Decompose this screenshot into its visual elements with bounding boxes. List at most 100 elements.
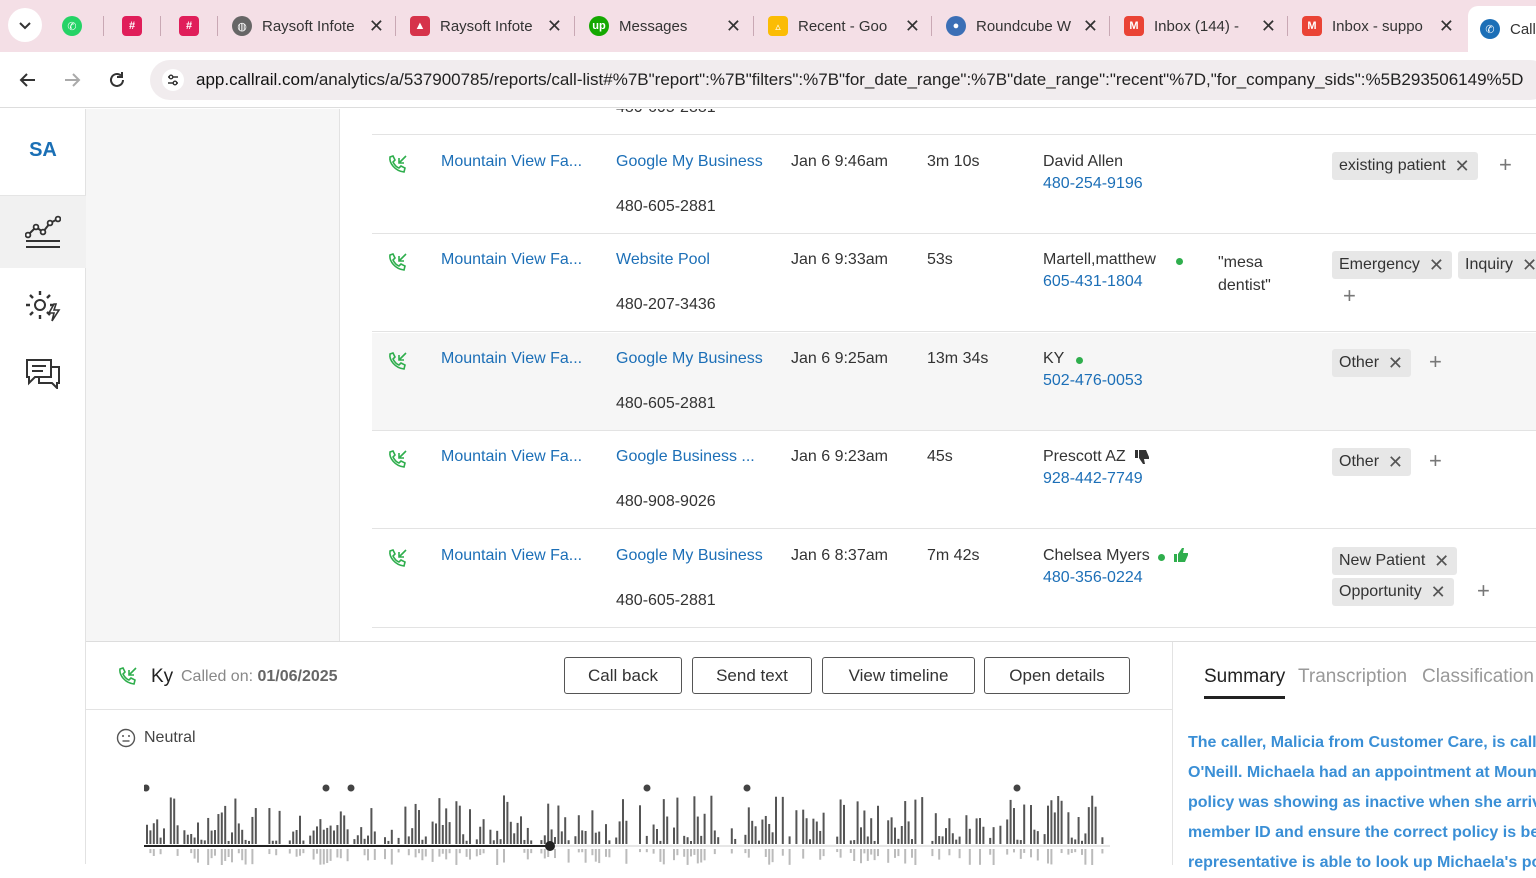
waveform-bar (431, 821, 434, 844)
caller-phone[interactable]: 480-254-9196 (1043, 175, 1143, 192)
tab-transcription[interactable]: Transcription (1298, 666, 1408, 687)
waveform-bar (897, 849, 900, 857)
nav-settings[interactable] (0, 269, 86, 341)
add-tag-button[interactable]: + (1343, 283, 1356, 308)
analytics-icon (25, 215, 61, 248)
waveform-bar (598, 849, 601, 864)
close-icon[interactable]: ✕ (1454, 156, 1470, 176)
waveform-bar (948, 849, 951, 856)
waveform-bar (1036, 849, 1039, 861)
back-button[interactable] (10, 62, 46, 98)
tab-google-drive[interactable]: ▵ Recent - Goo ✕ (768, 8, 920, 44)
tab-gmail-2[interactable]: M Inbox - suppo ✕ (1302, 8, 1454, 44)
caller-phone[interactable]: 480-356-0224 (1043, 569, 1143, 586)
waveform-bar (1077, 817, 1080, 844)
close-icon[interactable]: ✕ (1430, 582, 1446, 602)
speaker-marker (322, 784, 330, 792)
tab-raysoft-1[interactable]: ◍ Raysoft Infote ✕ (232, 8, 384, 44)
tab-messages[interactable]: up Messages ✕ (589, 8, 741, 44)
slack-icon: # (122, 16, 142, 36)
waveform-bar (819, 849, 822, 860)
waveform-bar (1047, 805, 1049, 844)
close-icon[interactable]: ✕ (1438, 15, 1454, 36)
add-tag-button[interactable]: + (1429, 349, 1442, 374)
company-link[interactable]: Mountain View Fa... (441, 251, 583, 268)
add-tag-button[interactable]: + (1477, 578, 1490, 603)
nav-conversations[interactable] (0, 337, 86, 409)
source-link[interactable]: Google My Business (616, 153, 763, 170)
tab-classification[interactable]: Classification (1422, 666, 1534, 687)
company-link[interactable]: Mountain View Fa... (441, 350, 583, 367)
keyword: "mesa dentist" (1218, 254, 1271, 294)
reload-button[interactable] (99, 62, 135, 98)
table-row[interactable]: Mountain View Fa... Google Business ... … (372, 431, 1536, 529)
caller-phone[interactable]: 928-442-7749 (1043, 470, 1143, 487)
close-icon[interactable]: ✕ (1434, 551, 1450, 571)
address-bar[interactable]: app.callrail.com/analytics/a/537900785/r… (150, 60, 1536, 100)
source-link[interactable]: Google My Business (616, 350, 763, 367)
waveform-bar (414, 803, 417, 844)
company-link[interactable]: Mountain View Fa... (441, 448, 583, 465)
waveform-bar (975, 818, 978, 844)
call-back-button[interactable]: Call back (564, 657, 682, 694)
waveform-bar (1091, 849, 1094, 865)
waveform-bar (465, 840, 468, 844)
view-timeline-button[interactable]: View timeline (822, 657, 975, 694)
waveform-bar (530, 849, 533, 854)
table-row[interactable]: Mountain View Fa... Google My Business 4… (372, 333, 1536, 431)
waveform-bar (809, 839, 811, 844)
waveform-bar (516, 822, 519, 844)
close-icon[interactable]: ✕ (1387, 353, 1404, 373)
site-info-icon[interactable] (162, 69, 184, 91)
table-row[interactable]: Mountain View Fa... Google My Business 4… (372, 530, 1536, 628)
waveform-bar (193, 837, 196, 844)
table-row[interactable]: Mountain View Fa... Website Pool 480-207… (372, 234, 1536, 332)
tab-slack-2[interactable]: # (179, 8, 205, 44)
send-text-button[interactable]: Send text (692, 657, 812, 694)
company-link[interactable]: Mountain View Fa... (441, 153, 583, 170)
waveform-bar (475, 849, 478, 857)
table-row[interactable]: 480-605-2881 (372, 109, 1536, 135)
close-icon[interactable]: ✕ (1387, 452, 1404, 472)
close-icon[interactable]: ✕ (1521, 255, 1536, 275)
close-icon[interactable]: ✕ (725, 15, 741, 36)
close-icon[interactable]: ✕ (368, 15, 384, 36)
caller-phone[interactable]: 605-431-1804 (1043, 273, 1143, 290)
open-details-button[interactable]: Open details (984, 657, 1130, 694)
call-audio-waveform[interactable] (144, 782, 1114, 865)
forward-button[interactable] (54, 62, 90, 98)
caller-phone[interactable]: 502-476-0053 (1043, 372, 1143, 389)
source-link[interactable]: Google My Business (616, 547, 763, 564)
add-tag-button[interactable]: + (1499, 152, 1512, 177)
close-icon[interactable]: ✕ (1260, 15, 1276, 36)
nav-analytics[interactable] (0, 196, 86, 268)
waveform-bar (866, 849, 869, 861)
tab-raysoft-2[interactable]: ▲ Raysoft Infote ✕ (410, 8, 562, 44)
tab-slack-1[interactable]: # (122, 8, 148, 44)
source-link[interactable]: Website Pool (616, 251, 710, 268)
tab-summary[interactable]: Summary (1204, 666, 1286, 699)
playhead-handle[interactable] (545, 841, 555, 851)
waveform-bar (703, 813, 706, 844)
tab-callrail-active[interactable]: ✆ Call (1468, 6, 1536, 52)
company-link[interactable]: Mountain View Fa... (441, 547, 583, 564)
waveform-bar (979, 818, 981, 844)
waveform-bar (873, 840, 876, 844)
account-initials[interactable]: SA (29, 139, 57, 161)
table-row[interactable]: Mountain View Fa... Google My Business 4… (372, 136, 1536, 234)
reload-icon (110, 72, 124, 87)
tab-gmail-1[interactable]: M Inbox (144) - ✕ (1124, 8, 1276, 44)
waveform-bar (1006, 819, 1009, 844)
close-icon[interactable]: ✕ (904, 15, 920, 36)
waveform-bar (319, 819, 322, 844)
tab-search-button[interactable] (8, 8, 42, 42)
close-icon[interactable]: ✕ (1428, 255, 1444, 275)
close-icon[interactable]: ✕ (546, 15, 562, 36)
close-icon[interactable]: ✕ (1082, 15, 1098, 36)
add-tag-button[interactable]: + (1429, 448, 1442, 473)
source-link[interactable]: Google Business ... (616, 448, 755, 465)
waveform-bar (730, 828, 733, 844)
waveform-bar (1030, 849, 1032, 858)
tab-whatsapp[interactable]: ✆ (62, 8, 88, 44)
tab-roundcube[interactable]: ● Roundcube W ✕ (946, 8, 1098, 44)
